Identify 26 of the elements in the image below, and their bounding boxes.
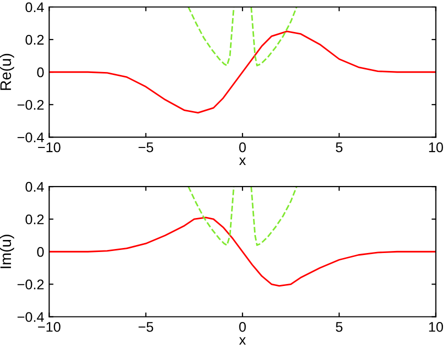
x-axis-title: x [239, 158, 246, 166]
x-tick-label: 10 [429, 142, 444, 152]
y-tick-label: −0.2 [18, 100, 44, 110]
x-tick-label: −10 [38, 322, 60, 332]
y-axis-title: Re(u) [0, 54, 14, 90]
y-tick-label: 0.2 [26, 214, 44, 224]
x-tick-label: 0 [239, 322, 246, 332]
y-tick-label: 0.4 [26, 182, 44, 192]
x-tick-label: −5 [138, 322, 154, 332]
line-series [49, 30, 436, 114]
y-tick-label: −0.2 [18, 280, 44, 290]
x-tick-label: 5 [336, 142, 342, 152]
y-tick-label: −0.4 [18, 132, 44, 142]
y-tick-label: 0 [37, 247, 44, 257]
y-tick-label: 0.4 [26, 2, 44, 12]
y-tick-label: −0.4 [18, 312, 44, 322]
x-tick-label: 10 [429, 322, 444, 332]
y-tick-label: 0.2 [26, 34, 44, 45]
y-axis-title: Im(u) [0, 234, 14, 268]
x-axis-title: x [239, 337, 246, 345]
x-tick-label: 5 [336, 322, 342, 332]
x-tick-label: −5 [138, 142, 154, 152]
y-tick-label: 0 [37, 67, 44, 78]
x-tick-label: −10 [38, 142, 60, 152]
x-tick-label: 0 [239, 142, 246, 152]
line-series [49, 216, 436, 287]
